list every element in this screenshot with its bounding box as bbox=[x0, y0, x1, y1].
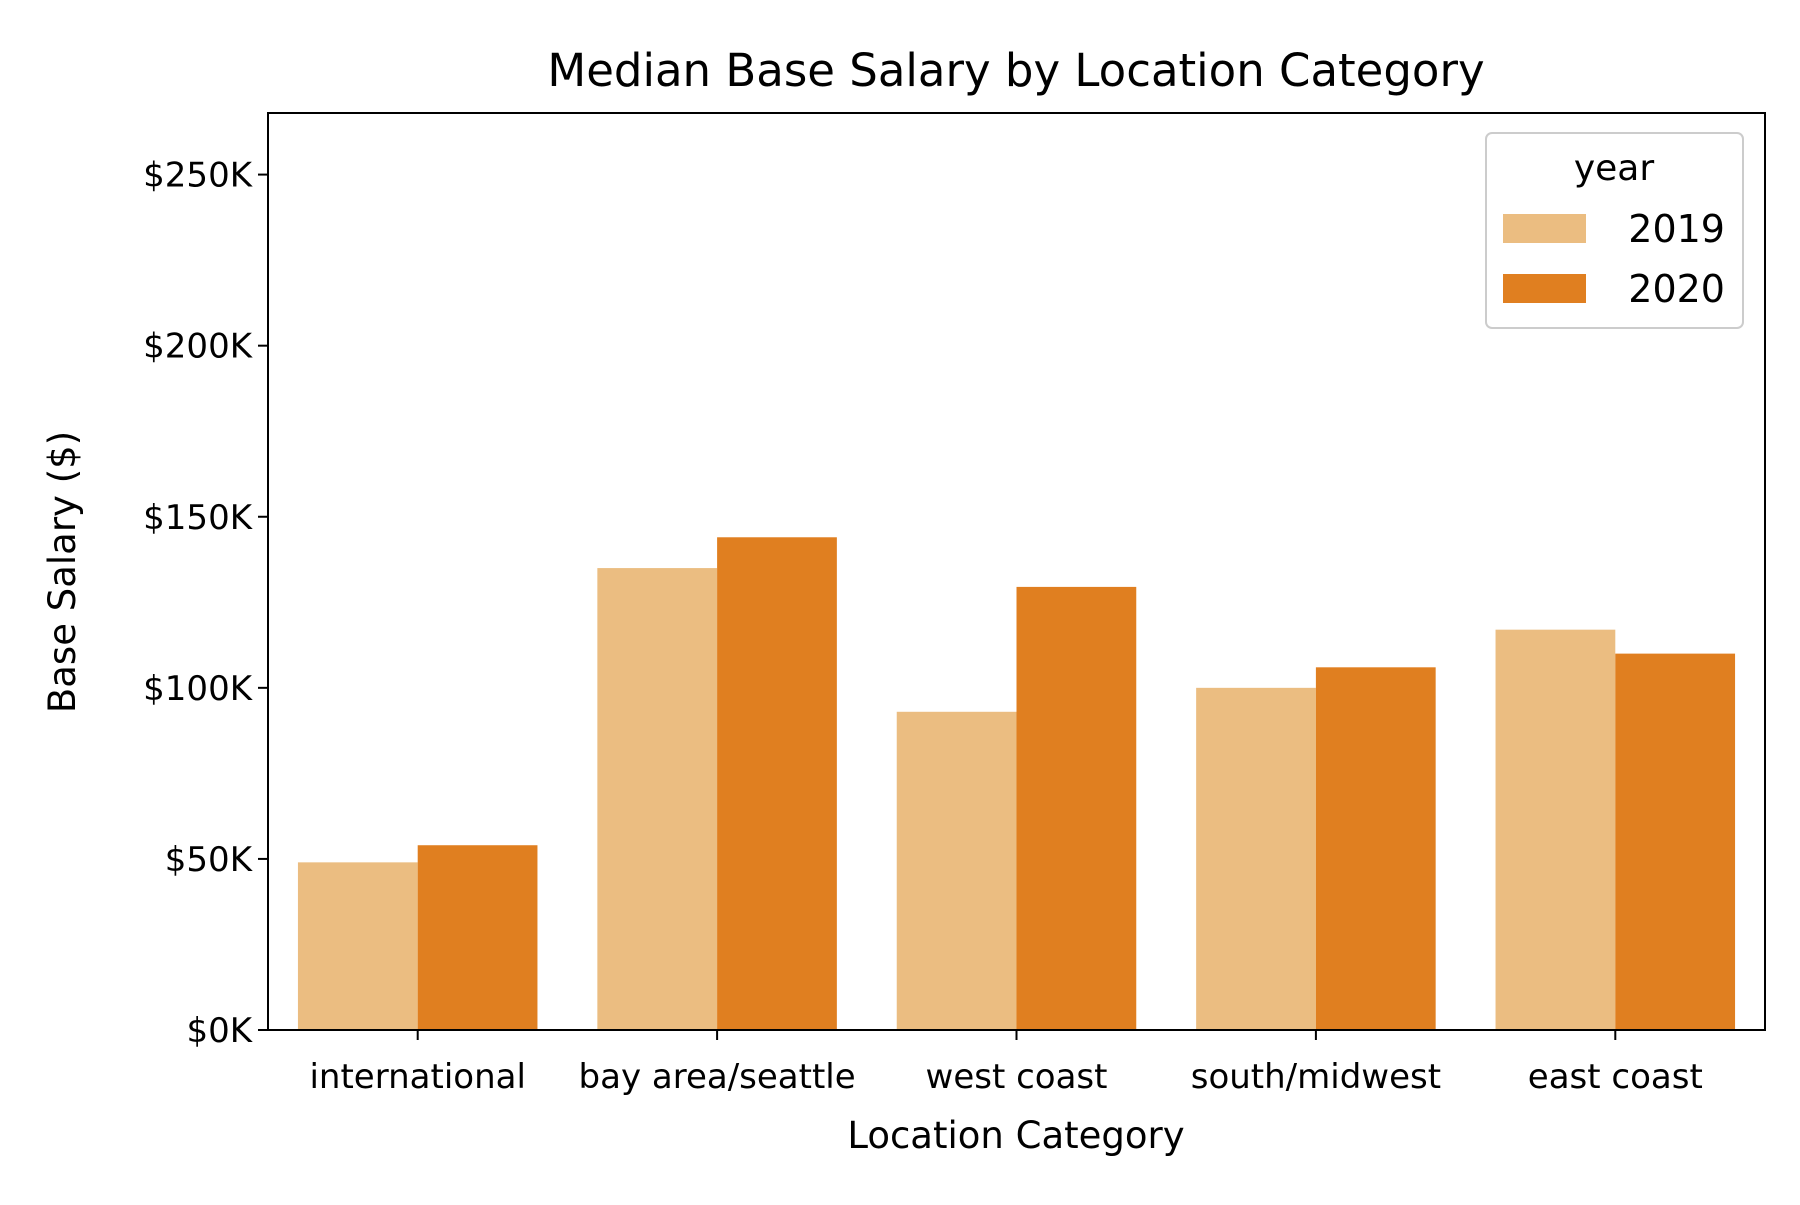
bar-2-2019 bbox=[597, 568, 718, 1030]
bar-5-2020 bbox=[1615, 653, 1736, 1030]
y-tick-label: $100K bbox=[143, 669, 254, 709]
x-tick-label: bay area/seattle bbox=[579, 1057, 856, 1097]
y-tick-label: $150K bbox=[143, 498, 254, 538]
bar-4-2020 bbox=[1315, 667, 1436, 1030]
bars bbox=[297, 537, 1736, 1030]
bar-1-2020 bbox=[417, 845, 538, 1030]
x-axis-ticks: international bay area/seattle west coast s… bbox=[309, 1030, 1703, 1097]
y-tick-label: $250K bbox=[143, 156, 254, 196]
x-tick-label: west coast bbox=[926, 1057, 1108, 1097]
bar-5-2019 bbox=[1495, 629, 1616, 1030]
y-tick-label: $0K bbox=[186, 1011, 253, 1051]
chart-title: Median Base Salary by Location Category bbox=[547, 44, 1484, 97]
legend-swatch-2019 bbox=[1503, 214, 1586, 243]
legend-items: 2019 2020 bbox=[1503, 207, 1725, 311]
y-axis-ticks: $0K $50K $100K $150K $200K $250K bbox=[143, 156, 268, 1051]
x-axis-label: Location Category bbox=[847, 1114, 1184, 1157]
bar-1-2019 bbox=[297, 862, 418, 1030]
legend-label-2019: 2019 bbox=[1628, 207, 1725, 251]
y-tick-label: $200K bbox=[143, 327, 254, 367]
legend-swatch-2020 bbox=[1503, 274, 1586, 303]
bar-3-2020 bbox=[1016, 586, 1137, 1030]
legend-title: year bbox=[1574, 148, 1655, 189]
y-tick-label: $50K bbox=[165, 840, 254, 880]
y-axis-label: Base Salary ($) bbox=[41, 431, 84, 713]
bar-2-2020 bbox=[717, 537, 837, 1030]
legend: year 2019 2020 bbox=[1485, 132, 1744, 329]
x-tick-label: international bbox=[309, 1057, 525, 1097]
legend-label-2020: 2020 bbox=[1628, 267, 1725, 311]
x-tick-label: east coast bbox=[1528, 1057, 1703, 1097]
x-tick-label: south/midwest bbox=[1191, 1057, 1441, 1097]
bar-4-2019 bbox=[1196, 687, 1316, 1030]
bar-3-2019 bbox=[896, 711, 1017, 1030]
